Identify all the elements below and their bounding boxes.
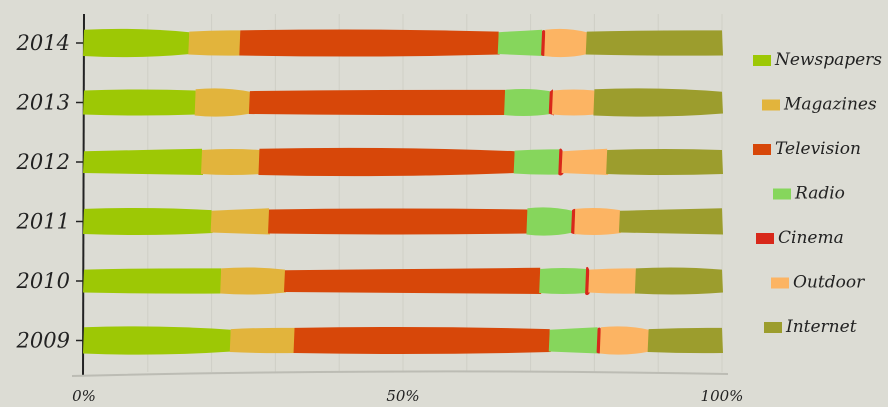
bar-segment-magazines-2013 <box>194 88 251 117</box>
gridlines <box>147 14 723 372</box>
legend-item-magazines: Magazines <box>762 95 877 115</box>
bar-segment-newspapers-2013 <box>83 89 197 116</box>
legend-label: Newspapers <box>774 50 882 70</box>
legend-label: Internet <box>785 317 857 337</box>
legend-swatch <box>762 99 780 111</box>
y-tick-label: 2013 <box>16 91 70 115</box>
bar-segment-radio-2011 <box>526 207 574 236</box>
bar-segment-magazines-2012 <box>201 149 261 175</box>
y-tick-label: 2009 <box>16 329 70 353</box>
bar-segment-television-2013 <box>248 89 507 116</box>
bar-segment-internet-2012 <box>606 149 723 175</box>
category-labels: 2014 2013 2012 2011 2010 2009 <box>16 31 70 353</box>
bar-segment-internet-2013 <box>593 88 723 117</box>
legend-swatch <box>771 277 789 289</box>
bar-segment-newspapers-2009 <box>83 326 232 355</box>
x-tick-label: 50% <box>386 387 419 405</box>
bar-segment-radio-2013 <box>504 88 551 117</box>
legend-swatch <box>753 55 771 66</box>
legend-item-television: Television <box>753 139 861 159</box>
bar-segment-television-2011 <box>268 208 529 235</box>
legend-item-radio: Radio <box>773 184 845 204</box>
legend-swatch <box>764 322 782 333</box>
bar-segment-newspapers-2011 <box>83 207 213 236</box>
bar-segment-outdoor-2011 <box>574 207 621 236</box>
y-tick-label: 2010 <box>16 269 70 293</box>
bar-segment-outdoor-2010 <box>588 268 637 294</box>
bar-segment-magazines-2009 <box>229 327 296 354</box>
bars <box>83 28 723 355</box>
bar-segment-outdoor-2014 <box>544 28 588 58</box>
x-tick-label: 100% <box>701 387 744 405</box>
legend-item-outdoor: Outdoor <box>771 273 865 293</box>
legend-label: Outdoor <box>793 273 865 293</box>
bar-segment-radio-2010 <box>539 268 588 294</box>
bar-segment-internet-2009 <box>647 327 723 354</box>
bar-segment-radio-2014 <box>497 29 544 56</box>
legend-label: Cinema <box>778 228 844 248</box>
bar-segment-newspapers-2014 <box>83 28 191 58</box>
axes <box>71 13 729 377</box>
bar-segment-magazines-2010 <box>220 267 286 295</box>
bar-segment-magazines-2014 <box>188 30 242 56</box>
x-axis-line <box>71 370 729 377</box>
bar-segment-television-2012 <box>258 147 516 177</box>
bar-segment-radio-2009 <box>548 327 599 354</box>
legend-item-internet: Internet <box>764 317 857 337</box>
x-tick-label: 0% <box>72 387 96 405</box>
legend-swatch <box>773 188 791 200</box>
bar-segment-internet-2010 <box>634 267 723 295</box>
y-tick-label: 2014 <box>16 31 70 55</box>
bar-segment-internet-2011 <box>618 208 723 235</box>
y-axis-line <box>82 13 85 377</box>
legend-swatch <box>753 144 771 155</box>
y-tick-label: 2012 <box>16 150 70 174</box>
bar-segment-television-2010 <box>283 267 542 294</box>
y-tick-label: 2011 <box>16 210 70 234</box>
bar-segment-television-2009 <box>293 326 551 355</box>
bar-segment-television-2014 <box>239 29 500 57</box>
bar-segment-radio-2012 <box>513 149 561 175</box>
bar-segment-internet-2014 <box>585 30 723 56</box>
bar-segment-outdoor-2012 <box>561 148 609 175</box>
bar-segment-magazines-2011 <box>210 208 271 235</box>
legend-label: Television <box>775 139 861 159</box>
bar-segment-newspapers-2012 <box>83 148 204 175</box>
legend-item-cinema: Cinema <box>756 228 844 248</box>
bar-segment-outdoor-2013 <box>551 89 596 116</box>
bar-segment-outdoor-2009 <box>599 326 650 355</box>
legend-label: Magazines <box>783 95 877 115</box>
bar-segment-newspapers-2010 <box>83 268 223 294</box>
legend-item-newspapers: Newspapers <box>753 50 882 70</box>
legend-label: Radio <box>794 184 845 204</box>
legend: Newspapers Magazines Television Radio Cinema… <box>753 50 882 337</box>
x-tick-labels: 0% 50% 100% <box>72 387 743 405</box>
legend-swatch <box>756 233 774 244</box>
